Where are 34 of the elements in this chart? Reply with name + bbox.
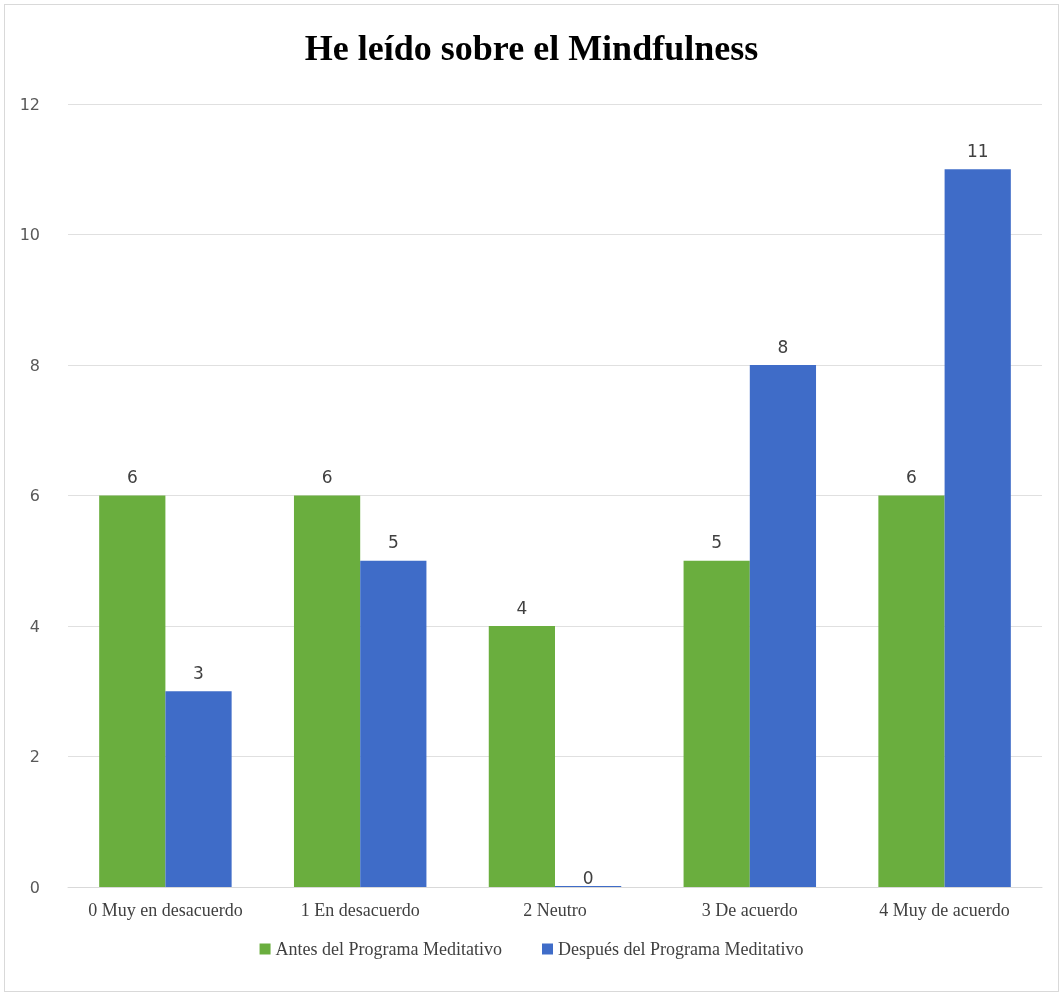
bar	[99, 495, 166, 887]
data-label: 5	[711, 532, 723, 553]
bar	[944, 169, 1011, 887]
x-tick-label: 0 Muy en desacuerdo	[88, 900, 243, 920]
x-tick-label: 2 Neutro	[523, 900, 587, 920]
y-tick-label: 10	[19, 225, 40, 244]
bar	[360, 560, 427, 887]
y-tick-label: 2	[29, 747, 40, 766]
data-label: 6	[321, 467, 333, 487]
y-tick-label: 0	[29, 877, 40, 897]
data-label: 8	[777, 336, 789, 357]
bar	[488, 626, 555, 887]
y-tick-label: 8	[29, 355, 40, 375]
bar	[878, 495, 945, 887]
y-tick-label: 4	[29, 616, 40, 636]
data-label: 4	[516, 597, 528, 618]
data-label: 0	[582, 867, 594, 888]
bar	[165, 691, 232, 887]
y-tick-label: 12	[19, 94, 40, 114]
data-label: 3	[193, 662, 204, 683]
bar	[683, 560, 750, 887]
x-tick-label: 1 En desacuerdo	[300, 900, 420, 920]
legend-label: Antes del Programa Meditativo	[275, 939, 503, 959]
x-tick-label: 4 Muy de acuerdo	[879, 900, 1010, 920]
x-tick-label: 3 De acuerdo	[701, 900, 798, 920]
bar	[749, 365, 817, 887]
data-label: 11	[966, 140, 989, 161]
bar	[293, 495, 361, 887]
data-label: 5	[387, 532, 399, 553]
legend-label: Después del Programa Meditativo	[558, 939, 804, 959]
chart-title: He leído sobre el Mindfulness	[304, 28, 759, 68]
data-label: 6	[126, 467, 138, 487]
data-label: 6	[906, 467, 917, 487]
y-tick-label: 6	[29, 486, 40, 505]
